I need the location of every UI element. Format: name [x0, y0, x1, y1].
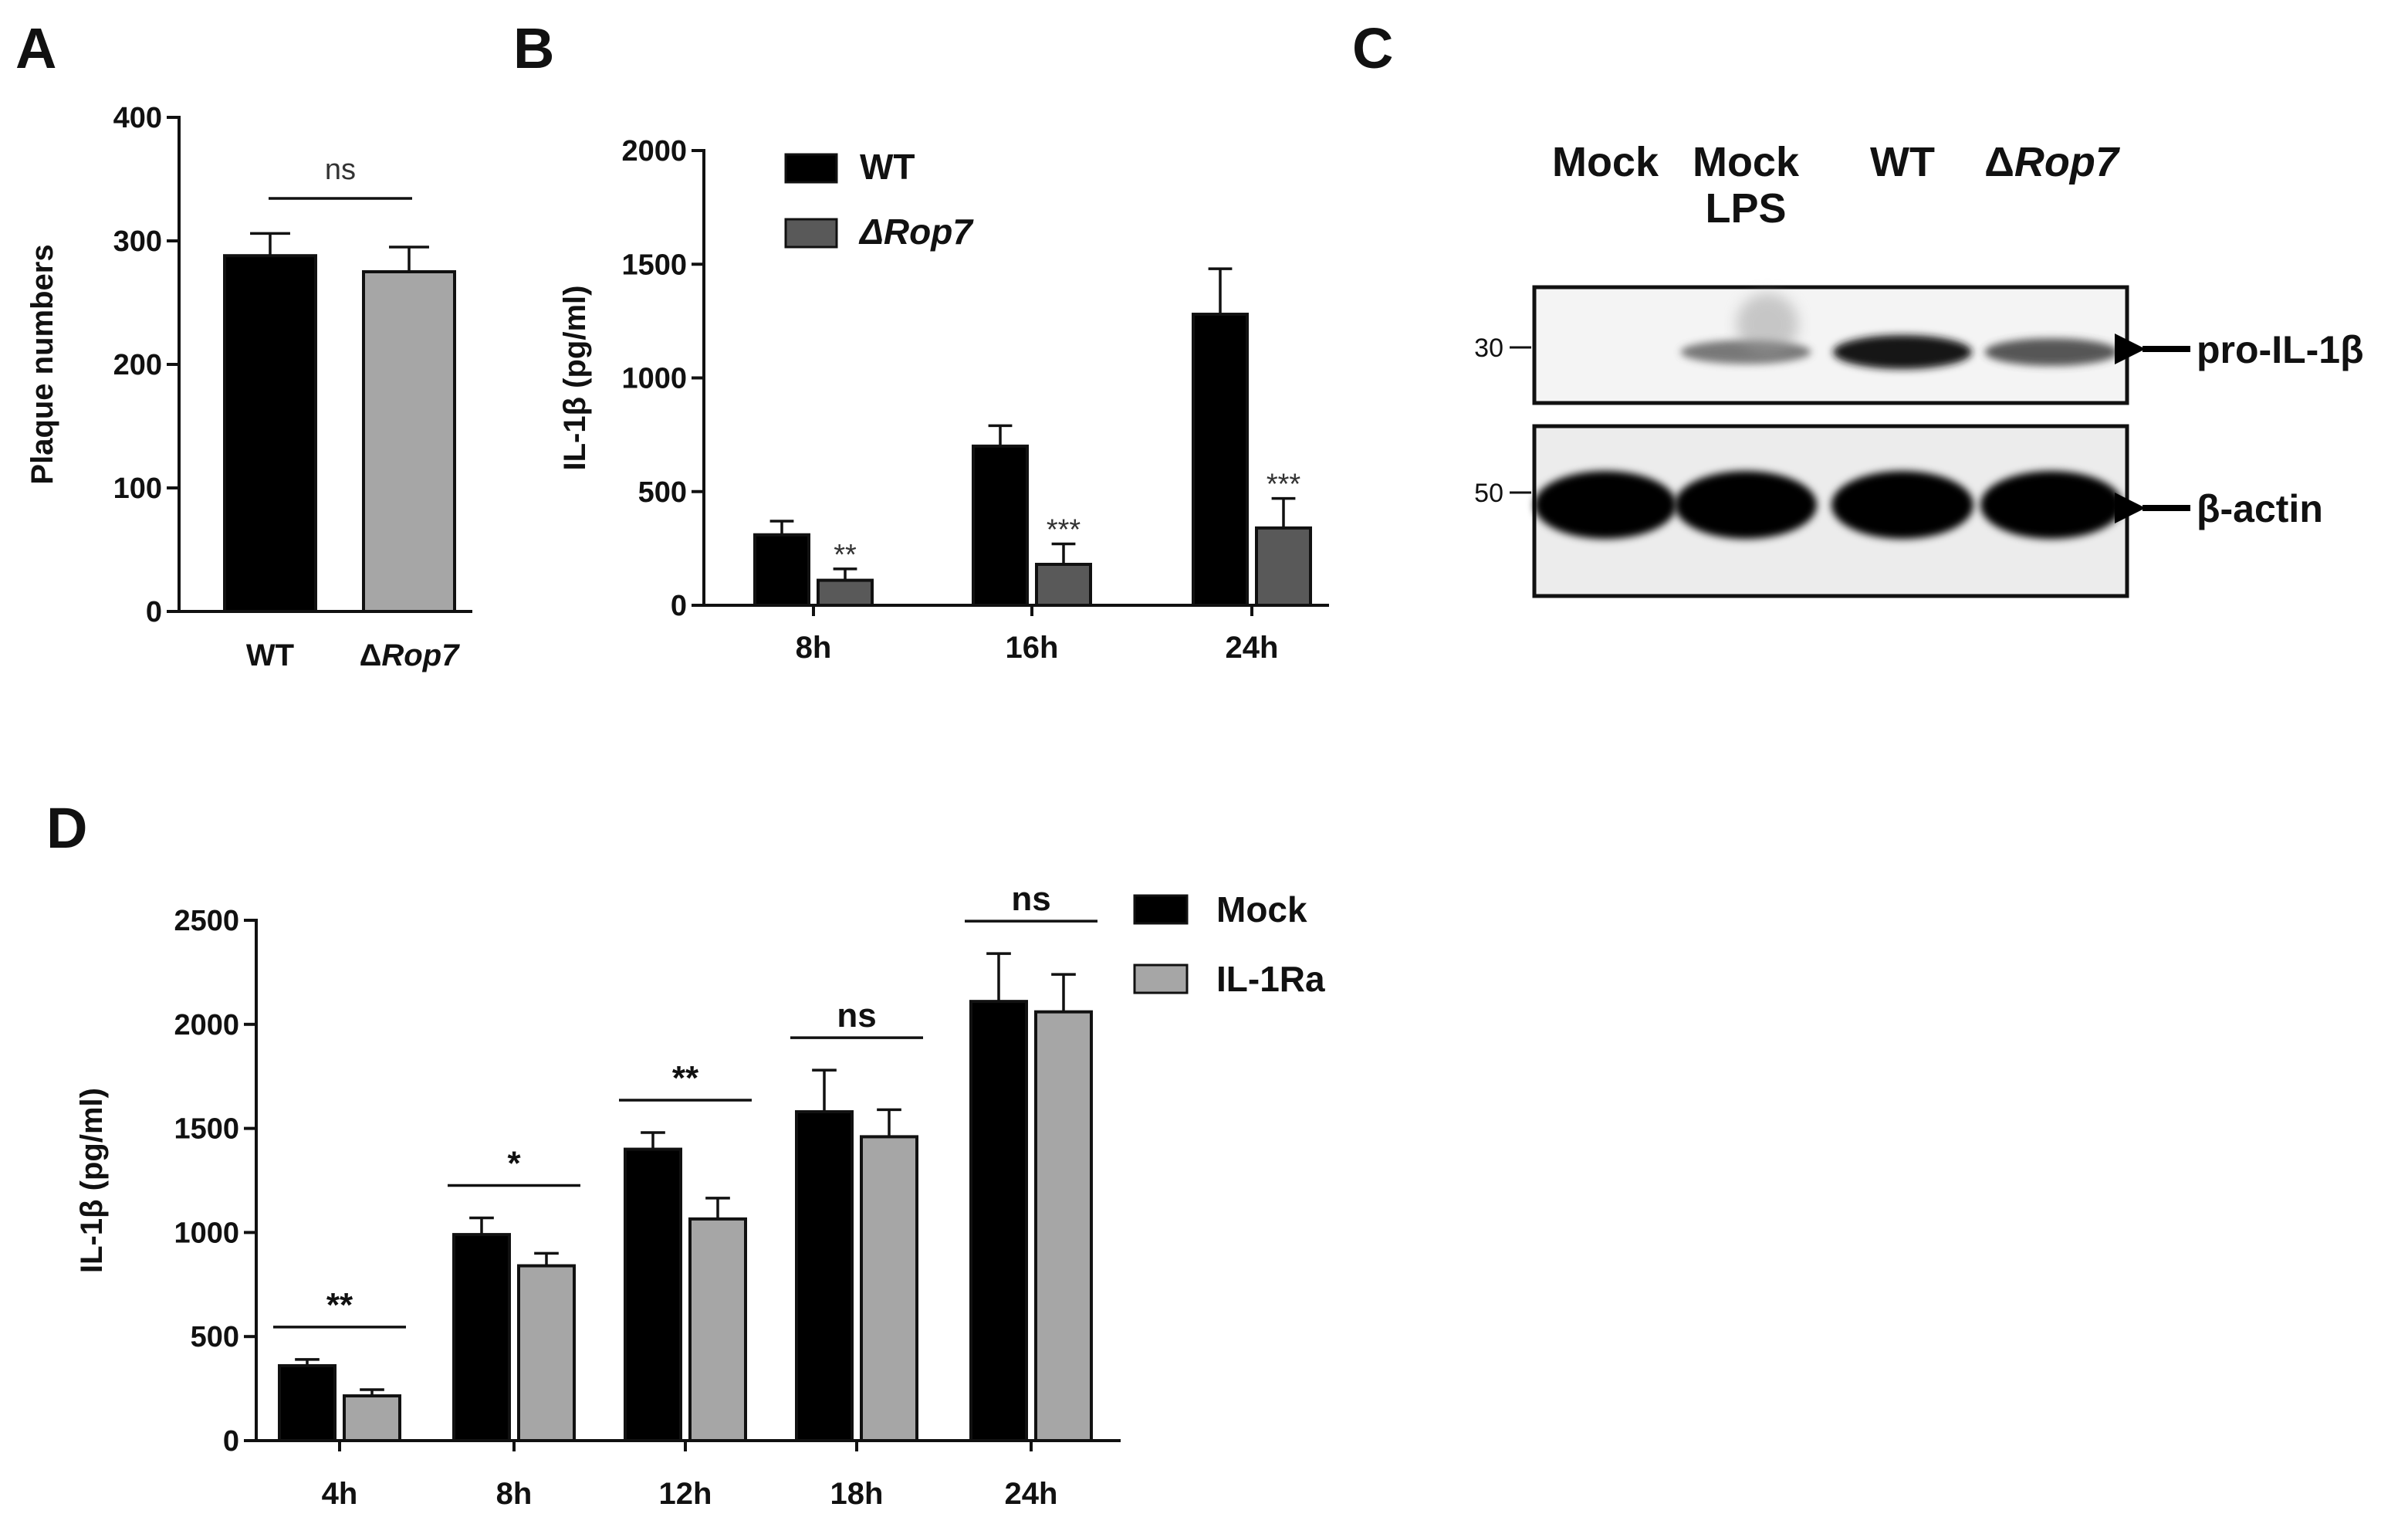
chart-a-plaque-numbers: 0 100 200 300 400 Plaque numbers WT ΔRop7 ns	[25, 102, 472, 672]
chart-d-xtick-4h: 4h	[322, 1477, 358, 1511]
mw-marker-30: 30	[1474, 334, 1503, 363]
chart-d-bar-mock-8h	[452, 1233, 511, 1442]
chart-b-xtick-16h: 16h	[1006, 631, 1059, 665]
actin-band-drop7	[1980, 471, 2122, 539]
blot-lane-label-wt: WT	[1870, 139, 1935, 185]
chart-b-legend-swatch-drop7	[784, 218, 838, 249]
chart-a-ytick-label: 300	[113, 225, 162, 258]
chart-a-ytick-label: 400	[113, 102, 162, 134]
chart-d-xtick-12h: 12h	[659, 1477, 712, 1511]
chart-b-xtick-24h: 24h	[1226, 631, 1279, 665]
chart-d-sig-label-8h: *	[507, 1145, 521, 1183]
band-label-beta-actin: β-actin	[2197, 487, 2323, 530]
chart-d-bar-il-1ra-8h	[517, 1264, 576, 1443]
panel-label-c: C	[1352, 16, 1393, 80]
chart-d-legend-swatch-il-1ra	[1133, 964, 1189, 994]
chart-a-ytick-label: 0	[146, 596, 162, 628]
blot-lane-label-mock-lps: Mock LPS	[1693, 139, 1800, 232]
chart-b-legend-swatch-wt	[784, 153, 838, 184]
pro-il1b-bands	[1680, 293, 2119, 369]
chart-d-bar-mock-12h	[624, 1147, 682, 1443]
chart-d-bar-mock-24h	[969, 1000, 1028, 1443]
chart-b-sig-8h: **	[834, 539, 857, 571]
chart-b-legend-label-wt: WT	[860, 147, 915, 187]
chart-a-xtick-drop7: ΔRop7	[360, 638, 461, 672]
mw-marker-50: 50	[1474, 479, 1503, 508]
chart-a-ytick-label: 100	[113, 472, 162, 505]
chart-d-legend-label-il-1ra: IL-1Ra	[1216, 959, 1325, 999]
chart-d-xtick-8h: 8h	[496, 1477, 533, 1511]
chart-d-bar-mock-18h	[795, 1110, 854, 1442]
chart-d-ytick-label: 0	[223, 1425, 239, 1458]
chart-b-ytick-label: 2000	[621, 135, 687, 168]
chart-d-bar-il-1ra-24h	[1034, 1010, 1093, 1442]
chart-b-bar-drop7-16h	[1035, 562, 1092, 607]
chart-d-y-axis-label: IL-1β (pg/ml)	[75, 1088, 109, 1273]
chart-d-sig-label-12h: **	[672, 1059, 699, 1097]
chart-d-sig-label-24h: ns	[1011, 880, 1050, 918]
chart-d-bar-il-1ra-18h	[860, 1135, 918, 1443]
chart-b-ytick-label: 0	[671, 590, 687, 622]
chart-d-ytick-label: 500	[191, 1321, 239, 1353]
chart-b-y-axis-label: IL-1β (pg/ml)	[558, 286, 592, 471]
chart-b-bar-wt-8h	[753, 533, 810, 608]
chart-a-bar-wt	[223, 254, 317, 613]
chart-d-ytick-label: 1500	[174, 1113, 239, 1146]
actin-band-mock	[1534, 471, 1676, 539]
chart-d-bar-mock-4h	[278, 1363, 337, 1442]
chart-b-xtick-8h: 8h	[796, 631, 832, 665]
chart-a-xtick-wt: WT	[246, 638, 294, 672]
blot-lane-label-mock: Mock	[1552, 139, 1659, 185]
panel-label-d: D	[46, 796, 87, 860]
chart-b-ytick-label: 1500	[621, 249, 687, 281]
blot-lane-label-drop7: ΔRop7	[1984, 139, 2121, 185]
chart-d-legend-label-mock: Mock	[1216, 889, 1307, 930]
western-blot: Mock Mock LPS WT ΔRop7 30 50 pro-IL-1β β-…	[1474, 139, 2364, 598]
chart-a-y-axis-label: Plaque numbers	[25, 244, 59, 484]
chart-d-ytick-label: 1000	[174, 1217, 239, 1249]
chart-b-bar-wt-24h	[1192, 313, 1249, 607]
chart-b-bar-drop7-8h	[817, 578, 874, 607]
chart-b-bar-drop7-24h	[1255, 526, 1312, 607]
chart-d-sig-label-18h: ns	[837, 997, 876, 1035]
pro-il1b-smear	[1737, 293, 1798, 355]
pro-il1b-band-wt	[1833, 335, 1972, 369]
band-label-pro-il1b: pro-IL-1β	[2197, 328, 2364, 371]
actin-bands	[1534, 471, 2122, 539]
chart-d-bar-il-1ra-12h	[688, 1217, 747, 1442]
actin-band-wt	[1831, 471, 1973, 539]
chart-b-bar-wt-16h	[972, 444, 1029, 607]
chart-b-ytick-label: 1000	[621, 363, 687, 395]
chart-d-il1b-mock-vs-il1ra: 0 500 1000 1500 2000 2500 IL-1β (pg/ml) 4h 8h 12h…	[75, 880, 1325, 1511]
pro-il1b-band-drop7	[1984, 338, 2119, 366]
panel-label-b: B	[513, 16, 554, 80]
chart-b-sig-16h: ***	[1047, 513, 1081, 546]
chart-d-xtick-18h: 18h	[830, 1477, 884, 1511]
chart-d-ytick-label: 2000	[174, 1009, 239, 1041]
chart-b-ytick-label: 500	[638, 476, 687, 509]
chart-b-sig-24h: ***	[1267, 469, 1301, 501]
chart-a-bar-drop7	[362, 270, 456, 613]
chart-d-sig-label-4h: **	[326, 1286, 353, 1324]
chart-a-ytick-label: 200	[113, 349, 162, 381]
chart-b-legend-label-drop7: ΔRop7	[858, 212, 974, 252]
chart-d-ytick-label: 2500	[174, 905, 239, 937]
panel-label-a: A	[15, 16, 56, 80]
chart-d-legend-swatch-mock	[1133, 894, 1189, 925]
actin-band-mock-lps	[1675, 471, 1817, 539]
chart-d-xtick-24h: 24h	[1005, 1477, 1058, 1511]
chart-d-bar-il-1ra-4h	[343, 1394, 401, 1443]
chart-a-sig-label: ns	[325, 154, 356, 186]
